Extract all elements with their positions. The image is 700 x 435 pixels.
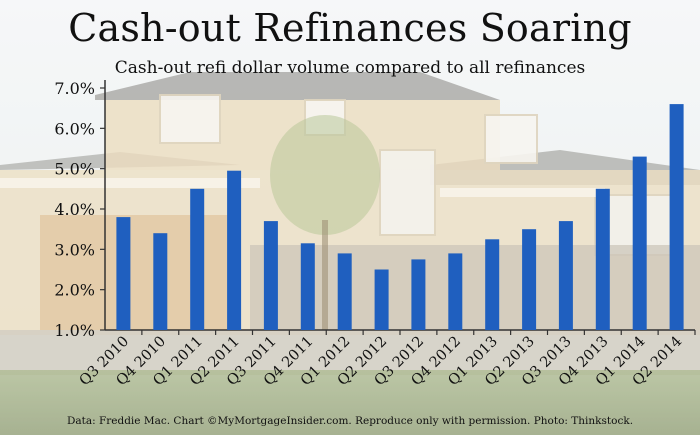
bar-q1-2012	[337, 253, 352, 330]
y-tick-label: 2.0%	[54, 281, 95, 300]
chart-subtitle: Cash-out refi dollar volume compared to …	[114, 58, 586, 78]
bar-q2-2014	[669, 104, 684, 330]
y-tick-label: 6.0%	[54, 119, 95, 138]
bar-q2-2013	[522, 229, 537, 330]
source-credit: Data: Freddie Mac. Chart ©MyMortgageInsi…	[66, 415, 634, 427]
bar-q2-2011	[227, 170, 242, 330]
y-tick-label: 1.0%	[54, 321, 95, 340]
y-tick-label: 4.0%	[54, 200, 95, 219]
y-tick-label: 5.0%	[54, 160, 95, 179]
bar-q3-2011	[263, 221, 278, 330]
y-tick-label: 3.0%	[54, 240, 95, 259]
y-tick-label: 7.0%	[54, 79, 95, 98]
bar-q3-2012	[411, 259, 426, 330]
bar-q4-2013	[595, 188, 610, 330]
bar-q3-2010	[116, 217, 131, 330]
bar-q1-2014	[632, 156, 647, 330]
chart-title: Cash-out Refinances Soaring	[68, 6, 632, 50]
bar-q1-2013	[485, 239, 500, 331]
bar-q1-2011	[190, 188, 205, 330]
bar-q3-2013	[558, 221, 573, 330]
bar-q4-2011	[300, 243, 315, 330]
bar-q2-2012	[374, 269, 389, 330]
bar-q4-2010	[153, 233, 168, 330]
bar-q4-2012	[448, 253, 463, 330]
